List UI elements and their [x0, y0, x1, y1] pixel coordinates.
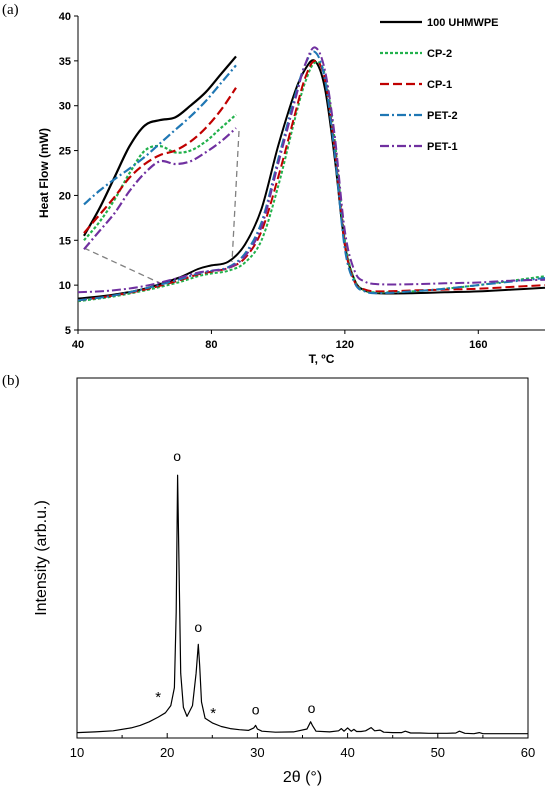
legend-label: CP-1	[427, 79, 452, 91]
inset-curve-cp-2	[83, 113, 237, 242]
series-100-uhmwpe	[77, 59, 546, 300]
x-tick-label: 40	[340, 745, 354, 760]
x-tick-label: 30	[250, 745, 264, 760]
circle-marker: o	[308, 700, 316, 716]
x-tick-label: 80	[205, 339, 217, 351]
y-tick-label: 40	[59, 11, 71, 23]
inset-curve-pet-2	[83, 64, 237, 206]
y-axis-label: Heat Flow (mW)	[37, 128, 51, 218]
y-tick-label: 20	[59, 190, 71, 202]
y-tick-label: 5	[65, 325, 71, 337]
asterisk-marker: *	[155, 689, 161, 706]
x-tick-label: 50	[431, 745, 445, 760]
heat-flow-chart: 5 10 15 20 25 30 35 40 40 80 120 160 T, ºC Heat Flow …	[37, 11, 546, 366]
x-axis-label: T, ºC	[309, 352, 335, 366]
inset-curve-cp-1	[83, 87, 237, 234]
panel-b-label: (b)	[2, 373, 20, 389]
inset-curve-pet-1	[83, 127, 237, 251]
plot-frame	[76, 377, 529, 739]
x-tick-label: 10	[70, 745, 84, 760]
legend-label: CP-2	[427, 48, 452, 60]
legend-label: PET-2	[427, 110, 458, 122]
y-axis-label: Intensity (arb.u.)	[33, 500, 50, 616]
y-tick-label: 35	[59, 56, 71, 68]
y-tick-label: 30	[59, 101, 71, 113]
circle-marker: o	[252, 702, 260, 718]
y-tick-label: 15	[59, 235, 71, 247]
inset-curve-100-uhmwpe	[83, 55, 237, 237]
series-pet-1	[77, 46, 546, 294]
circle-marker: o	[173, 448, 181, 464]
xrd-chart: 10 20 30 40 50 60 2θ (°) Intensity (arb.u.) o o o o…	[33, 377, 535, 786]
circle-marker: o	[194, 619, 202, 635]
inset-guide-right	[231, 130, 240, 263]
x-tick-label: 160	[469, 339, 487, 351]
xrd-pattern	[76, 474, 528, 735]
legend-label: 100 UHMWPE	[427, 17, 499, 29]
series-pet-2	[77, 50, 546, 302]
y-tick-label: 25	[59, 146, 71, 158]
asterisk-marker: *	[210, 705, 216, 722]
x-tick-label: 120	[336, 339, 354, 351]
legend-label: PET-1	[427, 141, 458, 153]
inset-guide-left	[83, 247, 163, 285]
panel-a-label: (a)	[2, 2, 19, 18]
series-cp-2	[77, 61, 546, 303]
x-tick-label: 60	[521, 745, 535, 760]
y-tick-label: 10	[59, 280, 71, 292]
x-axis-label: 2θ (°)	[283, 769, 322, 786]
series-cp-1	[77, 59, 546, 302]
x-tick-label: 20	[160, 745, 174, 760]
x-tick-label: 40	[72, 339, 84, 351]
